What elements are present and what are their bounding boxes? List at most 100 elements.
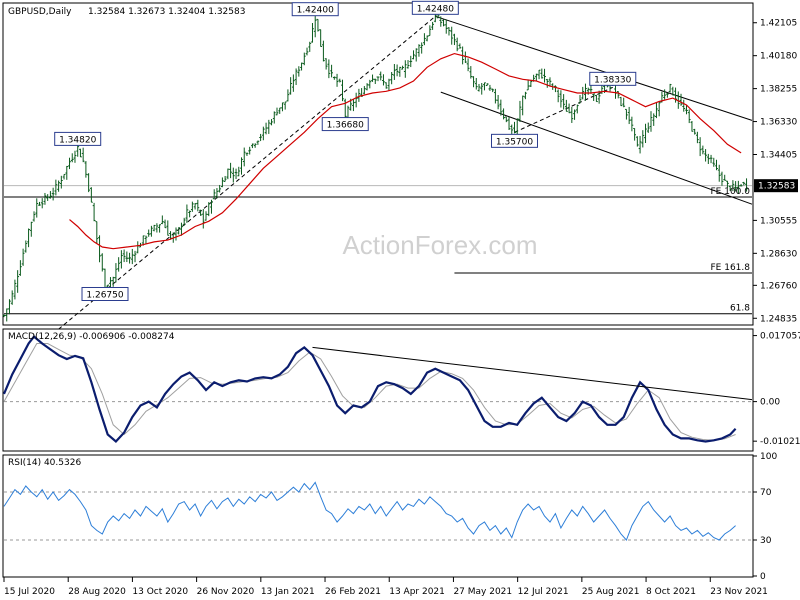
price-bar: [562, 94, 566, 110]
price-bar: [431, 21, 434, 30]
price-bar: [95, 221, 99, 244]
price-bar: [242, 147, 246, 167]
price-bar: [196, 199, 200, 212]
price-bar: [734, 181, 738, 192]
price-bar: [423, 33, 426, 46]
price-bar: [687, 109, 691, 124]
price-bar: [84, 161, 88, 178]
price-bar: [362, 86, 366, 95]
price-bar: [29, 221, 33, 237]
price-bar: [46, 194, 50, 201]
price-bar: [5, 308, 9, 322]
price-bar: [155, 223, 159, 233]
price-bar: [668, 83, 672, 93]
rsi-panel: RSI(14) 40.5326 100 70 30 0: [2, 452, 777, 582]
price-bar: [182, 217, 186, 226]
swing-price-label: 1.42480: [411, 0, 459, 15]
price-bar: [212, 189, 216, 200]
price-bar: [215, 188, 219, 199]
price-bar: [594, 94, 598, 103]
svg-text:1.42400: 1.42400: [297, 6, 334, 16]
price-bar: [68, 157, 71, 170]
price-bar: [210, 199, 213, 214]
price-bar: [439, 16, 443, 27]
price-bar: [223, 175, 227, 182]
price-axis-label: 1.40180: [760, 52, 797, 62]
price-panel: ActionForex.com FE 100.0 FE 161.8 61.8 1.34…: [2, 0, 798, 330]
price-bar: [578, 94, 582, 104]
price-bar: [128, 252, 131, 264]
price-bar: [24, 240, 28, 253]
price-bar: [220, 177, 224, 188]
price-bar: [248, 146, 252, 155]
macd-axis-label: -0.010219: [760, 437, 800, 447]
price-bar: [177, 227, 181, 235]
price-bar: [114, 263, 118, 283]
price-bar: [450, 26, 454, 45]
price-bar: [726, 180, 729, 188]
price-bar: [240, 157, 243, 175]
price-bar: [635, 136, 639, 147]
price-bar: [147, 229, 151, 237]
price-bar: [286, 89, 290, 102]
price-bar: [231, 167, 235, 183]
price-bar: [87, 173, 91, 193]
price-bar: [180, 222, 183, 236]
price-bar: [98, 235, 101, 263]
price-bar: [649, 111, 653, 132]
price-bar: [193, 202, 197, 210]
moving-average-line: [69, 52, 742, 250]
price-bar: [387, 78, 391, 92]
price-bar: [584, 83, 587, 101]
price-bar: [43, 192, 47, 205]
rsi-axis-label: 0: [760, 572, 766, 582]
price-bar: [412, 50, 415, 60]
price-bar: [458, 43, 462, 49]
price-bar: [49, 191, 52, 199]
price-bar: [477, 83, 481, 92]
price-bar: [518, 100, 522, 122]
price-bar: [395, 64, 399, 77]
price-bar: [226, 168, 230, 180]
price-bar: [521, 95, 525, 116]
svg-text:1.38330: 1.38330: [594, 75, 631, 85]
price-bar: [480, 82, 484, 95]
swing-price-label: 1.42400: [291, 2, 339, 17]
price-bar: [619, 96, 623, 107]
price-bar: [657, 101, 661, 117]
price-bar: [18, 260, 22, 276]
price-header-symbol: GBPUSD,Daily: [8, 7, 72, 17]
price-bar: [308, 41, 312, 52]
dashed-rising-trendline: [58, 15, 436, 330]
price-bar: [201, 209, 205, 229]
price-bar: [712, 157, 716, 167]
price-bar: [745, 178, 748, 192]
price-bar: [65, 165, 69, 180]
price-bar: [38, 201, 41, 206]
price-axis-label: 1.42105: [760, 19, 797, 29]
price-bar: [444, 19, 448, 34]
price-bar: [676, 91, 680, 109]
macd-axis-label: 0.017057: [760, 332, 800, 342]
rsi-axis-label: 70: [760, 488, 772, 498]
price-bar: [294, 68, 298, 86]
price-bar: [455, 37, 459, 52]
price-bar: [373, 78, 377, 84]
price-bar: [556, 89, 560, 103]
price-bar: [633, 127, 637, 141]
price-bar: [51, 187, 55, 201]
price-bar: [297, 66, 301, 77]
price-bar: [701, 145, 705, 155]
price-bar: [502, 108, 505, 120]
price-bar: [690, 121, 694, 132]
price-bar: [401, 65, 404, 70]
price-bar: [185, 204, 189, 223]
x-axis-label: 26 Feb 2021: [325, 587, 381, 597]
swing-price-label: 1.34820: [54, 131, 102, 146]
watermark: ActionForex.com: [342, 230, 537, 260]
price-bar: [442, 19, 445, 27]
price-bar: [409, 55, 413, 68]
price-bar: [379, 71, 383, 81]
price-bar: [698, 137, 702, 157]
price-bar: [545, 78, 549, 88]
